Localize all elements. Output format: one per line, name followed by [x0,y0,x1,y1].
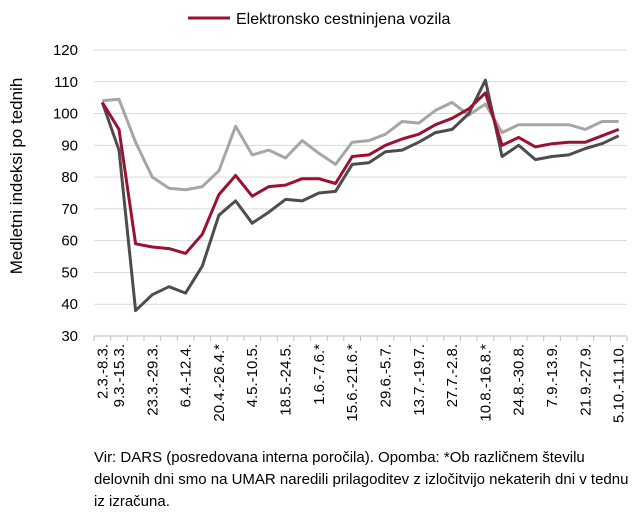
x-tick-label: 23.3.-29.3. [144,344,161,416]
x-tick-label: 13.7.-19.7. [411,344,428,416]
y-tick-label-70: 70 [61,201,78,218]
y-tick-label-30: 30 [61,328,78,345]
source-note: Vir: DARS (posredovana interna poročila)… [94,449,629,510]
x-tick-label: 9.3.-15.3. [111,344,128,407]
x-tick-label: 21.9.-27.9. [577,344,594,416]
y-axis-tick-labels: 30 40 50 60 70 80 90 100 110 120 [53,42,78,345]
y-axis-title: Medletni indeksi po tednih [7,78,26,275]
x-tick-label: 27.7.-2.8. [444,344,461,407]
gridlines [94,49,627,305]
y-tick-label-50: 50 [61,264,78,281]
y-tick-label-120: 120 [53,42,78,59]
x-tick-label: 1.6.-7.6.* [311,344,328,405]
y-tick-label-60: 60 [61,233,78,250]
x-axis [93,335,628,341]
series-line-series-2 [102,97,619,192]
x-tick-label: 29.6.-5.7. [378,344,395,407]
x-tick-label: 10.8.-16.8.* [477,344,494,422]
y-tick-label-110: 110 [54,74,78,91]
y-tick-label-80: 80 [61,169,78,186]
series-line-electronic-toll-vehicles [101,91,620,255]
x-tick-label: 15.6.-21.6.* [344,344,361,422]
x-tick-label: 20.4.-26.4.* [211,344,228,422]
x-tick-label: 7.9.-13.9. [544,344,561,407]
y-tick-label-40: 40 [61,296,78,313]
x-tick-label: 18.5.-24.5. [278,344,295,416]
series-lines [100,78,620,313]
x-tick-label: 24.8.-30.8. [511,344,528,416]
series-line-series-3 [100,78,620,313]
legend: Elektronsko cestninjena vozila [188,11,450,28]
legend-label-electronic-toll-vehicles: Elektronsko cestninjena vozila [236,11,450,28]
x-tick-label: 4.5.-10.5. [244,344,261,407]
y-tick-label-100: 100 [53,106,78,123]
x-axis-tick-labels: 2.3.-8.3. 9.3.-15.3. 23.3.-29.3. 6.4.-12.4.… [94,344,627,423]
x-tick-label: 5.10.-11.10. [611,344,628,423]
x-tick-label: 6.4.-12.4. [178,344,195,407]
line-chart: Elektronsko cestninjena vozila 30 40 50 60 7… [7,11,628,423]
y-tick-label-90: 90 [61,137,78,154]
x-tick-label: 2.3.-8.3. [94,344,111,399]
